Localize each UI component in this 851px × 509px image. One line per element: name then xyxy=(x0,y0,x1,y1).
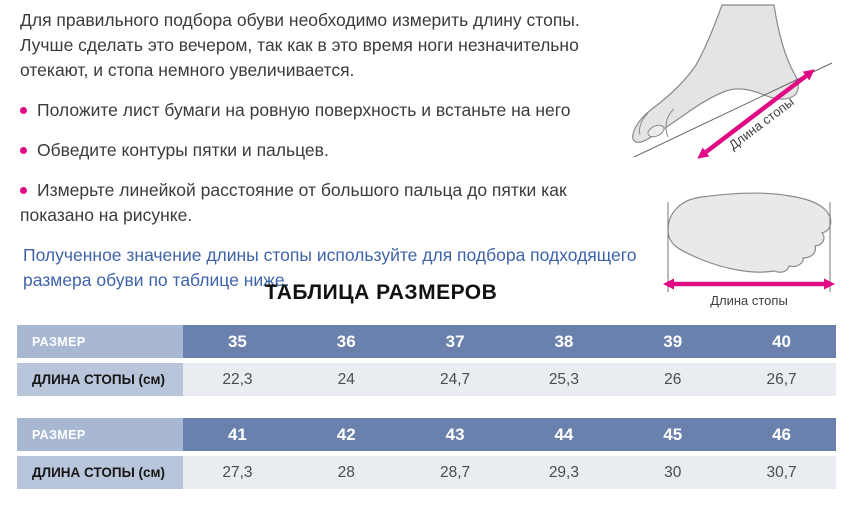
size-values: 41 42 43 44 45 46 xyxy=(183,418,836,451)
measure-arrowhead xyxy=(697,147,710,159)
length-cell: 29,3 xyxy=(548,463,579,481)
length-cell: 30 xyxy=(664,463,682,481)
length-cell: 27,3 xyxy=(222,463,253,481)
foot-length-label: Длина стопы xyxy=(710,293,788,308)
size-cell: 37 xyxy=(445,331,465,351)
size-table-41-46: РАЗМЕР 41 42 43 44 45 46 ДЛИНА СТОПЫ (см… xyxy=(17,418,836,494)
toe-crease-detail xyxy=(665,108,675,138)
instruction-bullet-1: Положите лист бумаги на ровную поверхнос… xyxy=(20,98,648,123)
size-row-label: РАЗМЕР xyxy=(17,325,183,358)
bullet-text: Измерьте линейкой расстояние от большого… xyxy=(20,180,567,225)
length-cell: 26 xyxy=(664,370,682,388)
length-cell: 30,7 xyxy=(766,463,797,481)
length-values: 22,3 24 24,7 25,3 26 26,7 xyxy=(183,363,836,396)
length-cell: 26,7 xyxy=(766,370,797,388)
size-cell: 44 xyxy=(554,424,574,444)
length-cell: 24 xyxy=(337,370,355,388)
length-row-label: ДЛИНА СТОПЫ (см) xyxy=(17,363,183,396)
size-cell: 41 xyxy=(227,424,247,444)
foot-length-label: Длина стопы xyxy=(726,94,797,153)
second-toe-detail xyxy=(639,112,649,136)
length-cell: 24,7 xyxy=(439,370,471,388)
instructions-column: Для правильного подбора обуви необходимо… xyxy=(20,8,648,293)
size-values: 35 36 37 38 39 40 xyxy=(183,325,836,358)
foot-sole-view-diagram: Длина стопы xyxy=(663,192,835,308)
size-cell: 39 xyxy=(663,331,683,351)
toenail-detail xyxy=(647,124,665,138)
length-row-label: ДЛИНА СТОПЫ (см) xyxy=(17,456,183,489)
length-cell: 28 xyxy=(337,463,355,481)
length-row: ДЛИНА СТОПЫ (см) 22,3 24 24,7 25,3 26 26… xyxy=(17,363,836,396)
measure-arrowhead xyxy=(824,278,835,290)
size-cell: 38 xyxy=(554,331,574,351)
size-cell: 36 xyxy=(336,331,356,351)
bullet-text: Обведите контуры пятки и пальцев. xyxy=(37,140,329,160)
size-table-35-40: РАЗМЕР 35 36 37 38 39 40 ДЛИНА СТОПЫ (см… xyxy=(17,325,836,401)
instruction-bullet-2: Обведите контуры пятки и пальцев. xyxy=(20,138,648,163)
size-row-label: РАЗМЕР xyxy=(17,418,183,451)
foot-side-view-diagram: Длина стопы xyxy=(632,4,833,159)
foot-sole-silhouette xyxy=(667,192,832,273)
intro-paragraph: Для правильного подбора обуви необходимо… xyxy=(20,10,580,80)
length-values: 27,3 28 28,7 29,3 30 30,7 xyxy=(183,456,836,489)
bullet-dot-icon xyxy=(20,147,27,154)
size-cell: 42 xyxy=(336,424,356,444)
length-cell: 28,7 xyxy=(439,463,471,481)
foot-side-silhouette xyxy=(632,4,799,143)
size-cell: 46 xyxy=(772,424,792,444)
instruction-bullet-3: Измерьте линейкой расстояние от большого… xyxy=(20,178,648,228)
size-cell: 43 xyxy=(445,424,465,444)
size-table-title: ТАБЛИЦА РАЗМЕРОВ xyxy=(264,281,498,304)
measure-arrowhead xyxy=(802,69,815,81)
bullet-text: Положите лист бумаги на ровную поверхнос… xyxy=(37,100,571,120)
note-paragraph: Полученное значение длины стопы использу… xyxy=(23,245,637,290)
measure-arrow-shaft xyxy=(704,74,808,154)
size-cell: 35 xyxy=(227,331,247,351)
length-cell: 22,3 xyxy=(222,370,253,388)
length-row: ДЛИНА СТОПЫ (см) 27,3 28 28,7 29,3 30 30… xyxy=(17,456,836,489)
bullet-dot-icon xyxy=(20,107,27,114)
length-cell: 25,3 xyxy=(548,370,579,388)
size-cell: 45 xyxy=(663,424,683,444)
bullet-dot-icon xyxy=(20,187,27,194)
size-cell: 40 xyxy=(772,331,792,351)
measure-arrowhead xyxy=(663,278,674,290)
size-header-row: РАЗМЕР 41 42 43 44 45 46 xyxy=(17,418,836,451)
size-header-row: РАЗМЕР 35 36 37 38 39 40 xyxy=(17,325,836,358)
